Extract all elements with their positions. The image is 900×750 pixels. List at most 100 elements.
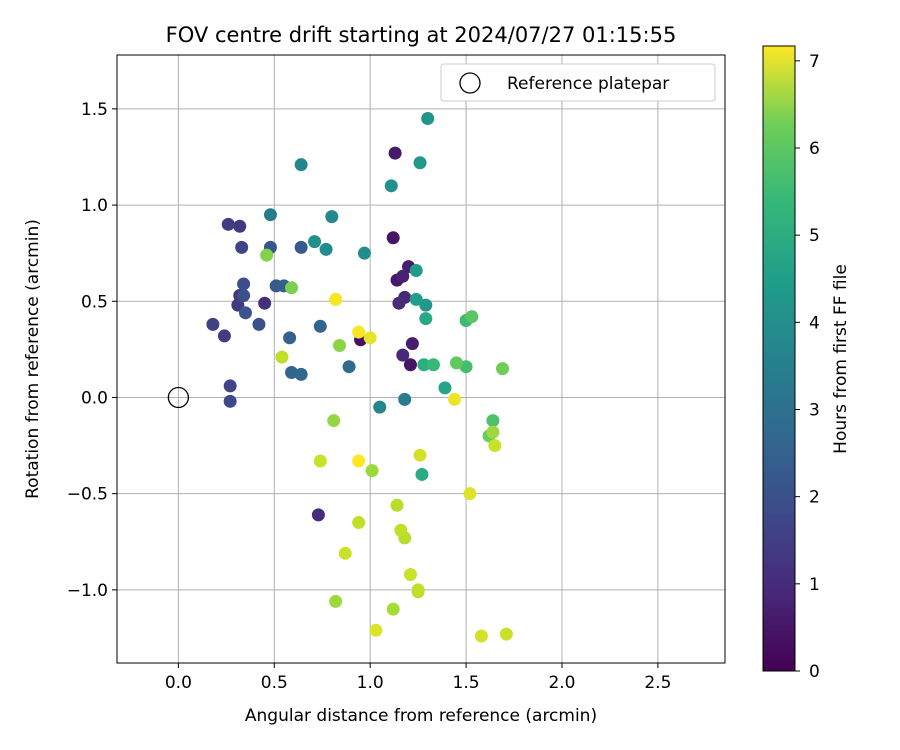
data-point	[329, 594, 343, 608]
reference-platepar-marker	[167, 386, 190, 409]
data-point	[386, 231, 400, 245]
colorbar-tick-label: 1	[809, 575, 820, 595]
data-point	[283, 331, 297, 345]
data-point	[396, 348, 410, 362]
data-point	[409, 263, 423, 277]
data-point	[388, 146, 402, 160]
data-point	[275, 350, 289, 364]
data-point	[394, 523, 408, 537]
data-point	[373, 400, 387, 414]
x-tick-label: 2.0	[548, 673, 575, 693]
data-point	[365, 464, 379, 478]
data-point	[294, 158, 308, 172]
data-point	[390, 498, 404, 512]
data-point	[419, 298, 433, 312]
data-point	[448, 392, 462, 406]
data-point	[486, 414, 500, 428]
data-point	[403, 358, 417, 372]
data-point	[223, 394, 237, 408]
data-point	[294, 367, 308, 381]
data-point	[357, 246, 371, 260]
data-point	[329, 292, 343, 306]
x-tick-label: 2.5	[644, 673, 671, 693]
data-point	[260, 248, 274, 262]
y-axis-ticks: −1.0 −0.5 0.0 0.5 1.0 1.5	[67, 100, 117, 601]
data-point	[421, 111, 435, 125]
data-point	[384, 179, 398, 193]
data-point	[413, 156, 427, 170]
data-point	[342, 360, 356, 374]
data-point	[313, 319, 327, 333]
colorbar-ticks: 0 1 2 3 4 5 6 7	[795, 52, 820, 682]
data-point	[369, 623, 383, 637]
data-point	[233, 219, 247, 233]
data-point	[285, 281, 299, 295]
data-point	[463, 487, 477, 501]
data-point	[319, 242, 333, 256]
colorbar-gradient	[762, 45, 796, 672]
y-tick-label: 0.5	[81, 292, 108, 312]
data-point	[392, 296, 406, 310]
colorbar-tick-label: 3	[809, 400, 820, 420]
data-point	[308, 235, 322, 249]
data-point	[311, 508, 325, 522]
data-point	[488, 439, 502, 453]
colorbar-tick-label: 7	[809, 52, 820, 72]
plot-frame	[116, 54, 726, 664]
data-point	[313, 454, 327, 468]
data-point	[325, 210, 339, 224]
data-point	[426, 358, 440, 372]
data-point	[438, 381, 452, 395]
data-point	[398, 392, 412, 406]
x-tick-label: 1.0	[357, 673, 384, 693]
data-point	[474, 629, 488, 643]
y-tick-label: 1.0	[81, 196, 108, 216]
colorbar: 0 1 2 3 4 5 6 7 Hours from first FF file	[762, 45, 851, 682]
data-point	[403, 567, 417, 581]
data-point	[235, 240, 249, 254]
y-tick-label: −0.5	[67, 485, 108, 505]
data-point	[237, 289, 251, 303]
data-point	[237, 277, 251, 291]
colorbar-label: Hours from first FF file	[831, 264, 851, 454]
data-point	[486, 425, 500, 439]
data-point	[386, 602, 400, 616]
data-point	[352, 454, 366, 468]
data-point	[294, 240, 308, 254]
data-point	[239, 306, 253, 320]
data-point	[352, 516, 366, 530]
legend-label: Reference platepar	[507, 74, 669, 94]
data-point	[499, 627, 513, 641]
data-point	[449, 356, 463, 370]
data-point	[252, 317, 266, 331]
y-tick-label: 0.0	[81, 388, 108, 408]
x-tick-label: 0.5	[261, 673, 288, 693]
data-point	[332, 339, 346, 353]
legend: Reference platepar	[440, 63, 716, 102]
grid	[117, 55, 725, 663]
data-point	[405, 337, 419, 351]
data-point	[327, 414, 341, 428]
x-tick-label: 1.5	[453, 673, 480, 693]
colorbar-tick-label: 0	[809, 662, 820, 682]
data-points	[167, 111, 513, 643]
data-point	[465, 310, 479, 324]
data-point	[363, 331, 377, 345]
data-point	[417, 358, 431, 372]
colorbar-tick-label: 5	[809, 226, 820, 246]
data-point	[413, 448, 427, 462]
data-point	[411, 583, 425, 597]
y-axis-label: Rotation from reference (arcmin)	[23, 219, 43, 499]
data-point	[415, 467, 429, 481]
legend-box	[440, 63, 716, 102]
data-point	[223, 379, 237, 393]
data-point	[419, 312, 433, 326]
data-point	[221, 217, 235, 231]
data-point	[352, 325, 366, 339]
y-tick-label: −1.0	[67, 581, 108, 601]
x-tick-label: 0.0	[165, 673, 192, 693]
data-point	[263, 208, 277, 222]
x-axis-label: Angular distance from reference (arcmin)	[245, 706, 597, 726]
colorbar-tick-label: 2	[809, 488, 820, 508]
colorbar-tick-label: 6	[809, 139, 820, 159]
